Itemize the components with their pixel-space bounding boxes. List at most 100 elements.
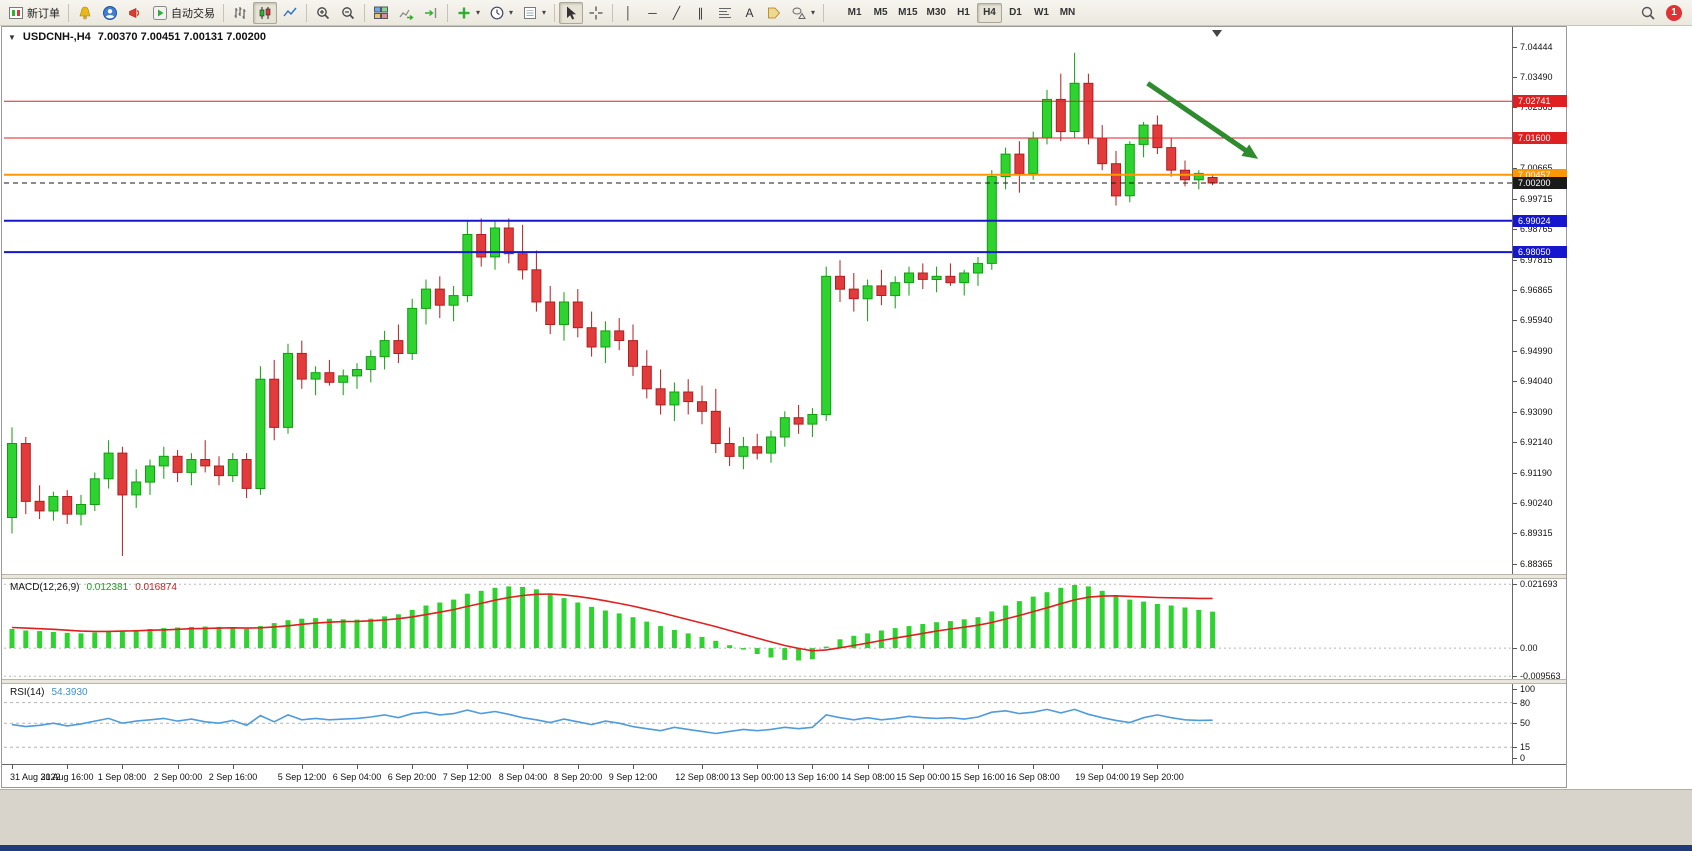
fibonacci-button[interactable]: [713, 2, 737, 24]
rsi-value: 54.3930: [51, 687, 88, 698]
toolbar-separator: [223, 3, 224, 22]
toolbar-right-group: 1: [1640, 4, 1688, 21]
price-tick-label: 6.96865: [1520, 285, 1553, 295]
cursor-button[interactable]: [559, 1, 584, 24]
time-tick-mark: [1157, 765, 1158, 769]
time-axis[interactable]: 31 Aug 2022 31 Aug 16:00 1 Sep 08:00 2 Sep …: [2, 764, 1566, 787]
macd-signal-line: [11, 593, 1213, 652]
price-tick-mark: [1513, 412, 1517, 413]
indicators-button[interactable]: ▾: [452, 2, 484, 24]
text-button[interactable]: A: [738, 2, 761, 24]
price-tick-label: 6.90240: [1520, 498, 1553, 508]
tile-windows-button[interactable]: [369, 2, 393, 24]
timeframe-button-m5[interactable]: M5: [868, 3, 893, 23]
auto-scroll-button[interactable]: [394, 2, 418, 24]
time-label: 7 Sep 12:00: [442, 772, 492, 782]
search-icon[interactable]: [1640, 5, 1656, 21]
autotrading-button[interactable]: 自动交易: [148, 2, 219, 24]
chart-shift-button[interactable]: [419, 2, 443, 24]
price-tick-mark: [1513, 168, 1517, 169]
rsi-panel-canvas[interactable]: [4, 684, 1512, 761]
label-button[interactable]: [762, 2, 786, 24]
workspace-background: [0, 789, 1692, 845]
channel-button[interactable]: ∥: [689, 2, 712, 24]
time-tick-mark: [633, 765, 634, 769]
horizontal-level-lines[interactable]: [4, 100, 1512, 254]
price-tick-label: 6.97815: [1520, 255, 1553, 265]
time-tick-mark: [67, 765, 68, 769]
timeframe-button-mn[interactable]: MN: [1055, 3, 1080, 23]
time-label: 13 Sep 00:00: [730, 772, 784, 782]
horizontal-line-icon: ─: [648, 5, 657, 20]
crosshair-button[interactable]: [584, 2, 608, 24]
dropdown-icon: ▾: [476, 8, 481, 17]
macd-panel-canvas[interactable]: [4, 579, 1512, 679]
candle-chart-button[interactable]: [253, 1, 277, 24]
macd-histogram: [9, 584, 1216, 661]
price-tick-label: 6.94040: [1520, 376, 1553, 386]
autotrading-label: 自动交易: [171, 7, 215, 20]
timeframe-button-m15[interactable]: M15: [894, 3, 921, 23]
time-tick-mark: [12, 765, 13, 769]
timeframe-button-m1[interactable]: M1: [842, 3, 867, 23]
chart-title: ▼ USDCNH-,H4 7.00370 7.00451 7.00131 7.0…: [8, 31, 266, 43]
macd-tick-mark: [1513, 648, 1517, 649]
new-order-button[interactable]: 新订单: [4, 2, 64, 24]
candles-group: [7, 52, 1218, 556]
macd-value-main: 0.012381: [86, 582, 129, 593]
time-label: 6 Sep 04:00: [332, 772, 382, 782]
macd-name: MACD(12,26,9): [10, 582, 80, 593]
time-label: 6 Sep 20:00: [387, 772, 437, 782]
timeframe-button-m30[interactable]: M30: [923, 3, 950, 23]
main-chart-canvas[interactable]: [4, 29, 1512, 574]
price-tick-label: 6.94990: [1520, 346, 1553, 356]
candlestick-chart-icon: [257, 5, 273, 21]
price-tick-mark: [1513, 442, 1517, 443]
rsi-tick-mark: [1513, 758, 1517, 759]
shapes-button[interactable]: ▾: [787, 2, 819, 24]
notification-badge[interactable]: 1: [1666, 4, 1682, 21]
timeframe-button-h1[interactable]: H1: [951, 3, 976, 23]
time-label: 9 Sep 12:00: [608, 772, 658, 782]
auto-scroll-icon: [398, 5, 414, 21]
zoom-in-button[interactable]: [311, 2, 335, 24]
chart-menu-caret-icon[interactable]: ▼: [8, 33, 16, 42]
macd-value-signal: 0.016874: [135, 582, 177, 593]
vertical-line-button[interactable]: │: [617, 2, 640, 24]
trend-arrow-annotation[interactable]: [1146, 81, 1259, 159]
toolbar-separator: [823, 3, 825, 22]
price-axis[interactable]: 7.04444 7.03490 7.02565 7.00665 6.99715 6.987…: [1512, 27, 1567, 764]
zoom-out-button[interactable]: [336, 2, 360, 24]
trendline-button[interactable]: ╱: [665, 2, 688, 24]
panel-splitter[interactable]: [2, 574, 1566, 579]
time-label: 2 Sep 00:00: [153, 772, 203, 782]
profile-icon: [102, 5, 118, 21]
time-label: 8 Sep 20:00: [553, 772, 603, 782]
chart-shift-marker[interactable]: [1212, 30, 1222, 37]
price-tick-mark: [1513, 47, 1517, 48]
periods-button[interactable]: ▾: [485, 2, 517, 24]
rsi-tick-mark: [1513, 747, 1517, 748]
price-tick-label: 7.00665: [1520, 163, 1553, 173]
time-tick-mark: [923, 765, 924, 769]
timeframe-button-w1[interactable]: W1: [1029, 3, 1054, 23]
macd-tick-label: 0.00: [1520, 643, 1538, 653]
time-tick-mark: [523, 765, 524, 769]
news-button[interactable]: [123, 2, 147, 24]
timeframe-button-h4[interactable]: H4: [976, 2, 1002, 23]
time-label: 5 Sep 12:00: [277, 772, 327, 782]
templates-button[interactable]: ▾: [518, 2, 550, 24]
price-tick-label: 6.98765: [1520, 224, 1553, 234]
panel-splitter[interactable]: [2, 679, 1566, 684]
line-chart-button[interactable]: [278, 2, 302, 24]
community-button[interactable]: [98, 2, 122, 24]
horizontal-line-button[interactable]: ─: [641, 2, 664, 24]
dropdown-icon: ▾: [509, 8, 514, 17]
bar-chart-button[interactable]: [228, 2, 252, 24]
alerts-button[interactable]: [73, 2, 97, 24]
megaphone-icon: [127, 5, 143, 21]
rsi-tick-mark: [1513, 703, 1517, 704]
timeframe-button-d1[interactable]: D1: [1003, 3, 1028, 23]
price-tick-mark: [1513, 503, 1517, 504]
rsi-tick-label: 50: [1520, 718, 1531, 728]
